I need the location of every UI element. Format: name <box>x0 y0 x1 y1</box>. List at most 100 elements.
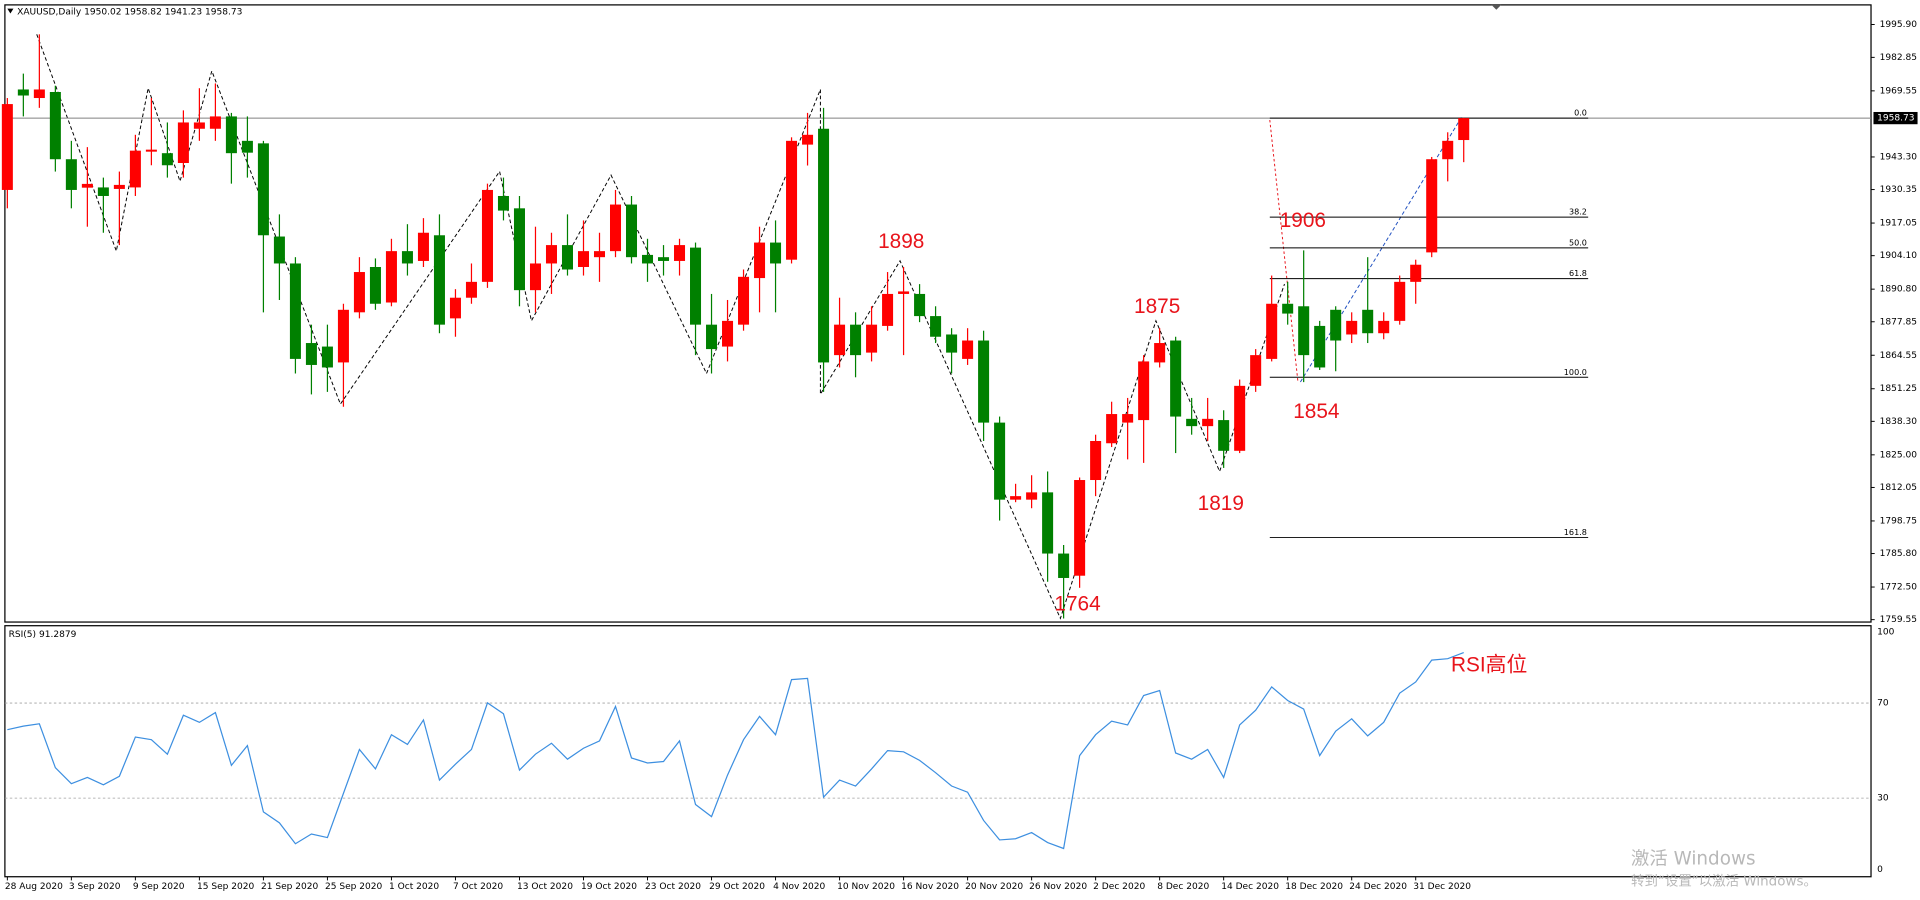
candle-body <box>1298 306 1310 356</box>
candle-body <box>962 340 974 359</box>
candle-body <box>754 242 766 279</box>
rsi-line <box>7 651 1464 850</box>
candle-body <box>1378 320 1390 334</box>
candle-body <box>1074 480 1086 576</box>
candle-body <box>385 251 397 303</box>
candle-body <box>449 297 461 319</box>
x-tick-label: 14 Dec 2020 <box>1221 882 1279 892</box>
swing-label: 1898 <box>878 230 924 253</box>
candle-body <box>145 149 157 152</box>
candle-body <box>786 140 798 260</box>
candle-body <box>81 183 93 188</box>
candle-body <box>1202 418 1214 427</box>
candle-body <box>1170 340 1182 417</box>
x-tick-label: 28 Aug 2020 <box>5 882 63 892</box>
swing-label: 1906 <box>1280 209 1326 232</box>
candle-body <box>1250 355 1262 386</box>
x-tick-label: 25 Sep 2020 <box>325 882 383 892</box>
candle-body <box>1106 414 1118 444</box>
candle-body <box>65 159 77 190</box>
swing-label: 1854 <box>1293 400 1339 423</box>
x-tick-label: 10 Nov 2020 <box>837 882 895 892</box>
x-tick-label: 2 Dec 2020 <box>1093 882 1145 892</box>
candle-body <box>593 251 606 258</box>
y-tick-label: 1785.80 <box>1880 549 1918 559</box>
x-tick-label: 19 Oct 2020 <box>581 882 637 892</box>
y-tick-label: 1943.30 <box>1880 152 1918 162</box>
candle-body <box>1234 385 1246 451</box>
fib-label: 100.0 <box>1564 367 1587 377</box>
x-tick-label: 3 Sep 2020 <box>69 882 121 892</box>
candle-body <box>257 143 269 236</box>
candle-body <box>1122 414 1134 423</box>
candle-body <box>946 334 958 353</box>
candle-body <box>161 153 173 166</box>
candle-body <box>1186 418 1198 427</box>
candle-body <box>1 104 13 190</box>
candle-body <box>690 247 702 325</box>
candle-body <box>898 291 910 294</box>
y-tick-label: 1917.05 <box>1880 219 1917 229</box>
candle-body <box>914 293 926 317</box>
x-tick-label: 26 Nov 2020 <box>1029 882 1087 892</box>
candle-body <box>1314 325 1326 368</box>
y-tick-label: 1838.30 <box>1880 417 1918 427</box>
x-tick-label: 20 Nov 2020 <box>965 882 1023 892</box>
candle-body <box>497 195 509 211</box>
candle-body <box>241 140 253 153</box>
candle-body <box>978 340 990 423</box>
y-tick-label: 1759.55 <box>1880 615 1917 625</box>
candle-body <box>674 245 686 261</box>
shift-marker <box>1491 4 1502 10</box>
candle-body <box>1218 420 1230 451</box>
candle-body <box>1362 309 1374 334</box>
x-tick-label: 31 Dec 2020 <box>1413 882 1471 892</box>
candle-body <box>1346 320 1358 335</box>
candle-body <box>1138 361 1150 421</box>
candle-body <box>1442 140 1454 160</box>
candle-body <box>642 254 654 264</box>
fib-label: 38.2 <box>1569 207 1587 217</box>
candle-body <box>818 128 830 363</box>
swing-label: 1875 <box>1134 295 1180 318</box>
rsi-note: RSI高位 <box>1451 654 1527 677</box>
candle-body <box>481 189 493 282</box>
candle-body <box>273 236 285 264</box>
menu-arrow[interactable] <box>7 8 14 14</box>
candle-body <box>770 242 782 264</box>
candle-body <box>850 324 862 356</box>
rsi-pane <box>4 625 1872 878</box>
candle-body <box>561 245 573 270</box>
last-price-tag <box>1873 111 1918 125</box>
y-tick-label: 1825.00 <box>1880 450 1918 460</box>
candle-body <box>97 187 109 196</box>
candle-body <box>866 324 878 353</box>
y-tick-label: 1995.90 <box>1880 20 1918 30</box>
y-tick-label: 1904.10 <box>1880 251 1918 261</box>
y-tick-label: 1864.55 <box>1880 351 1917 361</box>
y-tick-label: 1851.25 <box>1880 384 1917 394</box>
fib-label: 161.8 <box>1564 527 1587 537</box>
candle-body <box>337 309 349 363</box>
chart-title: XAUUSD,Daily 1950.02 1958.82 1941.23 195… <box>17 8 242 18</box>
candle-body <box>465 281 477 298</box>
y-tick-label: 1930.35 <box>1880 185 1917 195</box>
x-tick-label: 24 Dec 2020 <box>1349 882 1407 892</box>
candle-body <box>658 257 670 261</box>
x-tick-label: 4 Nov 2020 <box>773 882 825 892</box>
candle-body <box>882 293 894 326</box>
candle-body <box>1426 159 1438 253</box>
candle-body <box>353 272 365 313</box>
fib-label: 0.0 <box>1574 108 1587 118</box>
fib-label: 50.0 <box>1569 237 1587 247</box>
y-tick-label: 1982.85 <box>1880 53 1917 63</box>
x-tick-label: 15 Sep 2020 <box>197 882 255 892</box>
y-tick-label: 30 <box>1877 794 1889 804</box>
x-tick-label: 29 Oct 2020 <box>709 882 765 892</box>
y-tick-label: 1969.55 <box>1880 86 1917 96</box>
candle-body <box>305 343 317 365</box>
y-tick-label: 1877.85 <box>1880 317 1917 327</box>
x-tick-label: 1 Oct 2020 <box>389 882 439 892</box>
